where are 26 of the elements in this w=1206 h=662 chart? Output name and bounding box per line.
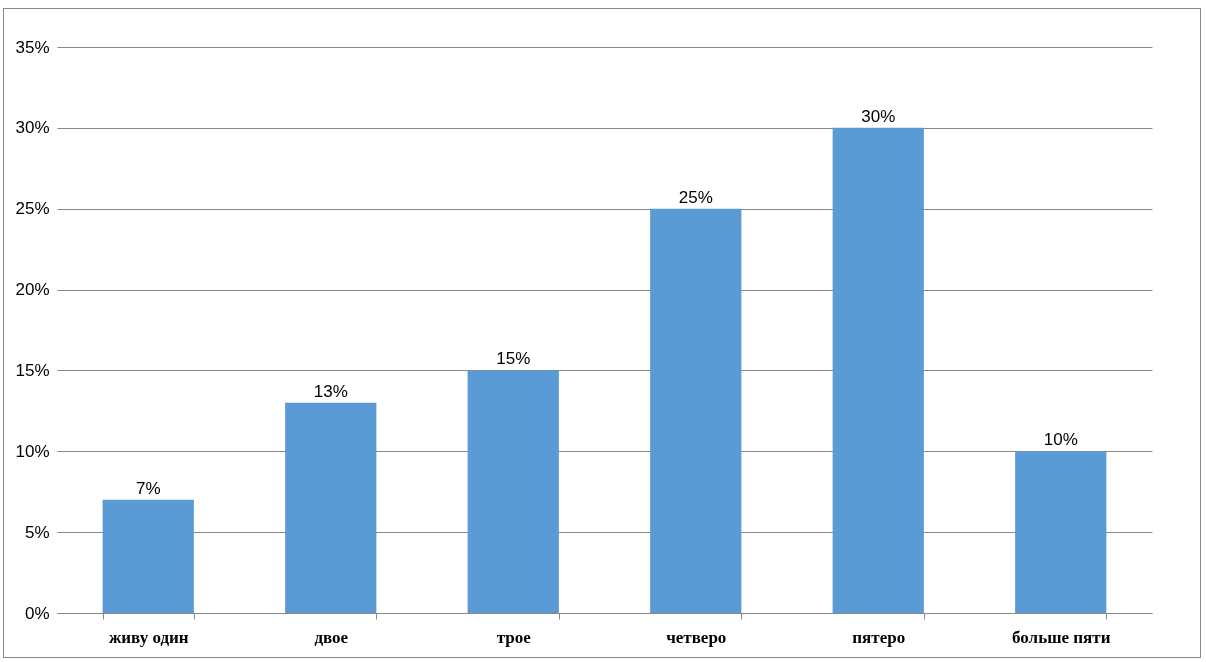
data-label: 7%: [135, 478, 161, 498]
bar: [467, 370, 559, 613]
data-label: 10%: [1043, 430, 1078, 450]
y-tick-label: 25%: [15, 199, 50, 219]
y-tick-label: 0%: [24, 603, 50, 623]
y-tick-label: 5%: [24, 522, 50, 542]
data-label: 13%: [313, 381, 348, 401]
y-tick-label: 15%: [15, 360, 50, 380]
bar: [1015, 451, 1107, 613]
data-label: 15%: [496, 349, 531, 369]
data-label: 25%: [678, 187, 713, 207]
y-tick-label: 30%: [15, 118, 50, 138]
bar: [650, 208, 742, 613]
x-tick-label: живу один: [108, 627, 189, 647]
x-tick-label: больше пяти: [1012, 627, 1111, 647]
bar: [102, 499, 194, 613]
x-tick-label: пятеро: [852, 627, 906, 647]
bar: [285, 402, 377, 613]
x-tick-label: четверо: [666, 627, 727, 647]
x-tick-label: двое: [314, 627, 349, 647]
data-label: 30%: [861, 106, 896, 126]
bar: [832, 127, 924, 613]
y-tick-label: 20%: [15, 280, 50, 300]
x-tick-label: трое: [496, 627, 532, 647]
y-tick-label: 35%: [15, 37, 50, 57]
y-tick-label: 10%: [15, 441, 50, 461]
